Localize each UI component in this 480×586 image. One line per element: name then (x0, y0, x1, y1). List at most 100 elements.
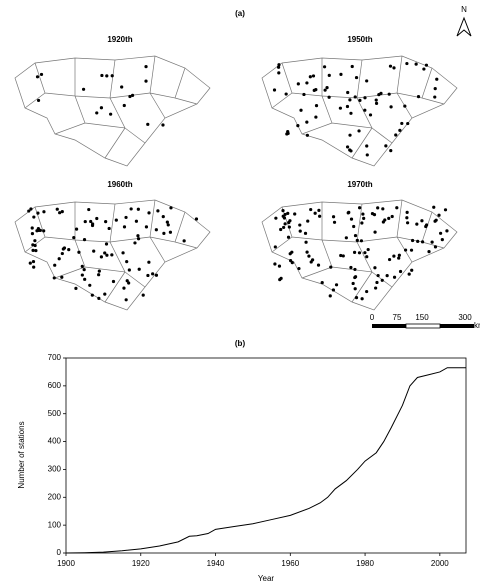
station-dot (74, 227, 79, 231)
station-dot (365, 144, 369, 148)
map-outline (261, 199, 458, 311)
station-dot (151, 272, 155, 276)
station-dot (127, 268, 131, 272)
station-dot (105, 74, 109, 78)
station-dot (316, 263, 321, 267)
station-dot (416, 239, 420, 244)
y-axis-label: Number of stations (17, 421, 26, 488)
station-dot (443, 208, 448, 212)
station-dot (80, 264, 84, 268)
station-dot (111, 279, 116, 284)
station-dot (146, 122, 150, 126)
station-dot (161, 215, 165, 219)
station-dot (104, 220, 108, 224)
station-dot (125, 260, 129, 264)
station-dot (58, 211, 62, 215)
station-dot (31, 243, 35, 247)
station-dot (406, 121, 410, 126)
station-dot (394, 133, 398, 137)
station-dot (415, 222, 419, 226)
station-dot (374, 98, 378, 102)
station-dot (29, 207, 33, 211)
station-dot (34, 248, 38, 253)
station-dot (194, 217, 199, 221)
station-dot (67, 248, 71, 252)
station-dot (136, 207, 140, 211)
station-dot (445, 229, 449, 233)
station-dot (90, 293, 94, 297)
station-dot (345, 104, 350, 109)
station-dot (136, 237, 141, 241)
station-dot (30, 226, 34, 230)
station-dot (169, 206, 173, 210)
north-label: N (461, 5, 467, 14)
station-dot (125, 279, 129, 283)
station-dot (368, 113, 373, 117)
station-dot (103, 251, 107, 255)
station-dot (353, 233, 358, 238)
station-dot (36, 98, 41, 103)
map-outline (14, 55, 211, 167)
station-dot (305, 120, 309, 124)
station-dot (60, 275, 64, 279)
station-dot (351, 281, 355, 286)
station-dot (352, 224, 356, 229)
y-tick-label: 0 (57, 548, 62, 557)
station-dot (363, 108, 367, 112)
station-dot (323, 88, 327, 92)
station-dot (405, 216, 409, 220)
station-dot (52, 276, 56, 280)
station-dot (305, 81, 309, 85)
station-dot (390, 214, 394, 219)
station-dot (36, 211, 40, 215)
station-dot (361, 212, 365, 216)
station-dot (376, 206, 380, 210)
station-dot (350, 64, 354, 69)
station-dot (120, 85, 124, 89)
station-dot (31, 259, 36, 264)
station-dot (60, 251, 64, 256)
station-dot (409, 248, 414, 252)
station-dot (389, 149, 393, 153)
north-arrow (456, 16, 472, 37)
station-dot (278, 278, 282, 282)
station-dot (433, 87, 437, 91)
station-dot (346, 211, 350, 215)
station-dot (82, 238, 87, 242)
station-dot (72, 235, 76, 240)
station-dot (331, 215, 336, 219)
scale-bar (405, 323, 441, 329)
station-dot (385, 274, 389, 278)
station-dot (360, 297, 364, 301)
station-dot (129, 207, 133, 211)
station-dot (296, 123, 300, 128)
station-dot (348, 98, 352, 102)
station-dot (296, 82, 300, 86)
station-dot (311, 74, 316, 78)
station-dot (144, 79, 148, 83)
station-dot (410, 268, 414, 272)
scale-label: 0 (370, 313, 375, 322)
y-tick-label: 400 (48, 437, 62, 446)
station-dot (380, 278, 384, 282)
station-dot (304, 240, 308, 244)
panel-label: (a) (235, 9, 245, 18)
y-tick-label: 500 (48, 409, 62, 418)
station-dot (398, 269, 403, 274)
station-dot (154, 273, 159, 277)
station-dot (60, 210, 64, 214)
station-dot (365, 79, 369, 83)
station-dot (89, 219, 93, 224)
station-dot (290, 260, 294, 265)
station-dot (298, 229, 302, 233)
station-dot (406, 221, 410, 225)
x-axis-label: Year (258, 574, 275, 583)
station-dot (282, 225, 286, 230)
station-dot (344, 236, 348, 240)
scale-bar (440, 324, 474, 328)
station-dot (99, 255, 104, 259)
station-dot (307, 254, 311, 258)
station-dot (36, 227, 40, 231)
station-dot (425, 223, 429, 227)
station-dot (433, 219, 437, 223)
